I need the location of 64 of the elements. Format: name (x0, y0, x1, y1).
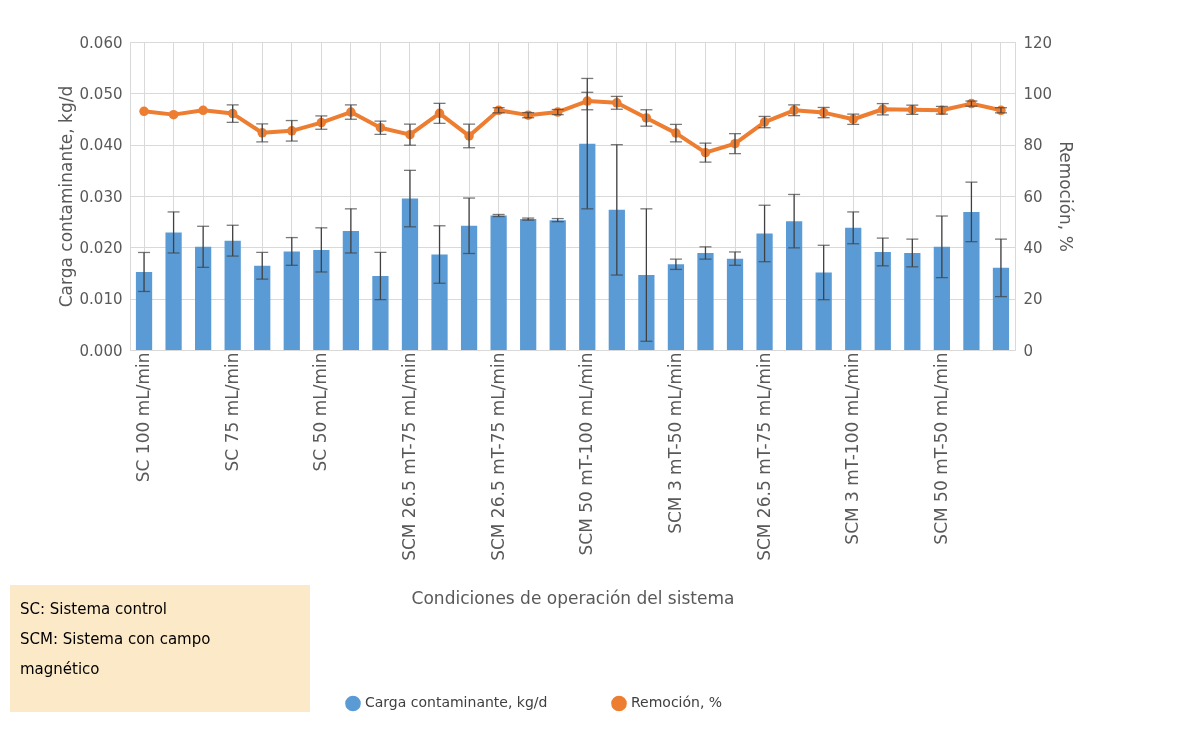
bar (608, 209, 625, 350)
bar (195, 246, 212, 350)
y-tick-label: 0.000 (79, 341, 123, 360)
bar (549, 220, 566, 350)
bar (313, 249, 330, 350)
bar (726, 258, 744, 350)
y2-axis-title: Remoción, % (1056, 141, 1077, 252)
y2-tick-label: 60 (1023, 187, 1043, 206)
x-tick-label: SC 100 mL/min (133, 352, 154, 483)
bar (431, 254, 448, 350)
bar (963, 211, 980, 350)
y2-tick-label: 100 (1023, 84, 1053, 103)
x-tick-label: SCM 26.5 mT-75 mL/min (487, 352, 508, 561)
y-tick-label: 0.040 (79, 136, 123, 155)
x-tick-label: SCM 3 mT-100 mL/min (842, 352, 863, 545)
bar (283, 251, 300, 350)
bar (490, 215, 507, 350)
bar (874, 251, 891, 350)
bar (460, 225, 478, 350)
bar (815, 272, 832, 350)
x-tick-label: SCM 26.5 mT-75 mL/min (753, 352, 774, 561)
bar (135, 271, 153, 350)
x-tick-label: SC 75 mL/min (221, 352, 242, 472)
y2-tick-label: 20 (1023, 290, 1043, 309)
bar (638, 275, 655, 350)
bar (933, 246, 950, 350)
y2-tick-label: 80 (1023, 136, 1043, 155)
x-axis-title: Condiciones de operación del sistema (411, 587, 735, 608)
bar (254, 265, 271, 350)
y-axis-title: Carga contaminante, kg/d (55, 85, 76, 308)
y2-tick-label: 40 (1023, 238, 1043, 257)
text: SC: Sistema control (20, 600, 167, 618)
point (198, 105, 208, 116)
bar (224, 240, 241, 350)
point (168, 109, 179, 120)
bar (992, 267, 1010, 350)
bar (165, 232, 182, 350)
bar (756, 233, 773, 350)
bar (342, 230, 360, 350)
bar (372, 276, 389, 350)
y-tick-label: 0.050 (79, 84, 123, 103)
legend-label: Remoción, % (631, 694, 723, 711)
y2-tick-label: 0 (1023, 341, 1034, 360)
bar (520, 219, 537, 350)
bar (401, 198, 419, 350)
bar (785, 221, 803, 350)
y-tick-label: 0.010 (79, 290, 123, 309)
y-tick-label: 0.060 (79, 33, 123, 52)
legend-label: Carga contaminante, kg/d (365, 694, 548, 711)
bar (845, 227, 862, 350)
x-tick-label: SCM 50 mT-50 mL/min (930, 352, 951, 545)
bar (667, 264, 685, 350)
text: SCM: Sistema con campo magnético (20, 630, 211, 678)
y2-tick-label: 120 (1023, 33, 1053, 52)
y-tick-label: 0.030 (79, 187, 123, 206)
point (139, 106, 149, 117)
bar (579, 143, 596, 350)
x-tick-label: SCM 26.5 mT-75 mL/min (398, 352, 419, 561)
y-tick-label: 0.020 (79, 238, 123, 257)
x-tick-label: SCM 50 mT-100 mL/min (576, 352, 597, 556)
bar (697, 252, 714, 350)
x-tick-label: SC 50 mL/min (310, 352, 331, 472)
bar (904, 252, 921, 350)
x-tick-label: SCM 3 mT-50 mL/min (664, 352, 685, 534)
